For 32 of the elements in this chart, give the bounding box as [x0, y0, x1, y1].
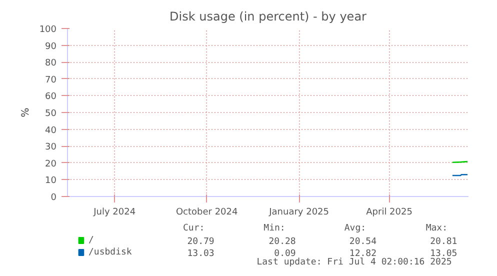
- text: 20.28: [268, 237, 296, 247]
- chart-title: Disk usage (in percent) - by year: [170, 10, 367, 24]
- x-tick-label: July 2024: [92, 208, 136, 218]
- text: Last update: Fri Jul 4 02:00:16 2025: [256, 258, 452, 268]
- y-tick-label: 60: [45, 92, 57, 102]
- x-tick-label: April 2025: [366, 208, 412, 218]
- x-tick-label: January 2025: [268, 208, 330, 218]
- y-tick-label: 50: [45, 109, 57, 119]
- y-tick-label: 20: [45, 159, 57, 170]
- y-tick-label: 90: [45, 42, 57, 52]
- text: 0.09: [274, 249, 296, 259]
- y-tick-label: 10: [45, 176, 57, 186]
- text: 20.81: [430, 237, 458, 247]
- y-tick-label: 80: [45, 58, 57, 69]
- legend-label: /: [88, 236, 94, 246]
- text: Cur:: [182, 224, 205, 234]
- legend-label: /usbdisk: [88, 248, 132, 258]
- text: Avg:: [344, 224, 366, 234]
- y-tick-label: 0: [50, 193, 57, 203]
- y-axis-title: %: [20, 108, 32, 118]
- y-tick-label: 100: [39, 25, 57, 35]
- text: 13.03: [187, 249, 214, 259]
- y-tick-label: 40: [45, 126, 57, 136]
- text: 12.82: [349, 249, 377, 259]
- y-tick-label: 30: [45, 142, 57, 153]
- x-tick-label: October 2024: [176, 208, 238, 218]
- text: 20.54: [349, 237, 377, 247]
- text: Max:: [426, 224, 448, 234]
- text: 13.05: [430, 249, 458, 259]
- y-tick-label: 70: [45, 75, 57, 86]
- text: 20.79: [187, 237, 214, 247]
- text: Min:: [264, 224, 286, 234]
